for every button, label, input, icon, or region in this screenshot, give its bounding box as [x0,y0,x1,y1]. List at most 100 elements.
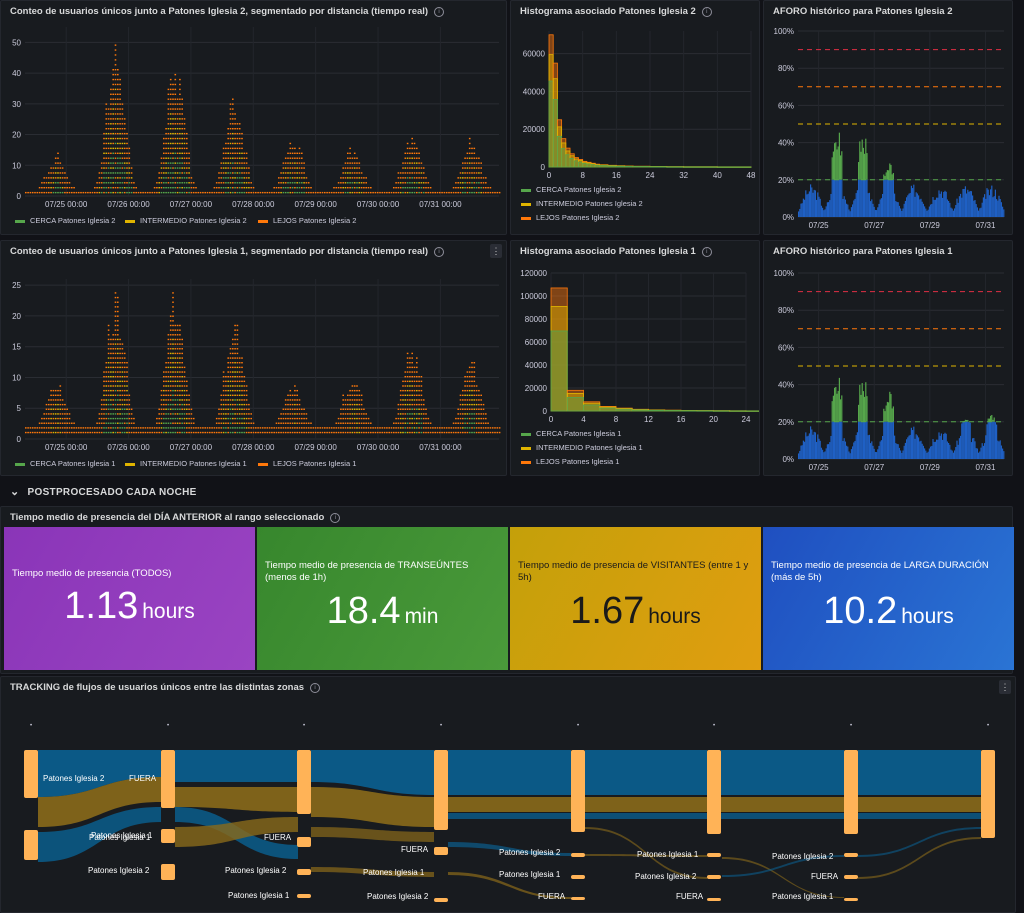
data-point [333,431,335,434]
data-point [434,431,436,434]
sankey-node-label: Patones Iglesia 1 [228,891,290,900]
data-point [232,422,234,424]
data-point [457,422,459,424]
data-point [186,157,188,159]
data-point [370,422,372,424]
chevron-down-icon[interactable]: ⌄ [10,486,20,498]
data-point [347,167,349,169]
panel-menu-icon[interactable]: ⋮ [490,244,502,258]
data-point [328,427,331,429]
data-point [422,417,425,420]
data-point [236,329,239,331]
data-point [119,431,121,434]
data-point [411,431,413,434]
data-point [172,394,174,397]
data-point [420,399,423,401]
data-point [418,413,420,415]
data-point [190,427,193,429]
data-point [183,366,186,369]
data-point [105,417,108,420]
area-segment [966,193,968,217]
data-point [232,357,234,359]
data-point [114,93,117,95]
data-point [179,187,181,189]
data-point [163,167,165,169]
data-point [351,172,354,174]
data-point [128,152,131,154]
data-point [130,417,133,420]
data-point [489,191,492,194]
data-point [402,427,404,429]
data-point [404,172,407,174]
info-icon[interactable]: i [330,513,341,523]
data-point [167,137,170,140]
tick-label: 07/27 00:00 [170,200,213,209]
data-point [163,137,165,140]
data-point [64,191,66,194]
legend-swatch [521,203,531,206]
area-segment [838,132,840,180]
data-point [126,431,128,434]
data-point [121,182,124,184]
data-point [393,427,395,429]
data-point [183,389,186,392]
data-point [411,352,413,355]
info-icon[interactable]: i [701,247,712,257]
data-point [333,187,335,189]
data-point [192,187,195,189]
info-icon[interactable]: i [701,7,712,17]
data-point [356,182,358,184]
data-point [225,413,227,415]
data-point [172,113,174,115]
data-point [158,177,160,179]
data-point [402,187,404,189]
area-segment [835,179,837,217]
info-icon[interactable]: i [434,7,445,17]
data-point [64,431,66,434]
area-segment [972,438,974,459]
data-point [117,142,119,145]
data-point [123,417,126,420]
data-point [112,157,114,159]
data-point [54,422,57,424]
data-point [123,362,126,364]
data-point [52,403,55,406]
sankey-node-label: Patones Iglesia 2 [367,892,429,901]
data-point [172,142,174,145]
area-segment [844,441,846,459]
panel-menu-icon[interactable]: ⋮ [999,680,1011,694]
info-icon[interactable]: i [434,247,445,257]
data-point [478,162,480,164]
data-point [107,177,110,179]
info-icon[interactable]: i [310,683,321,693]
data-point [107,167,110,169]
data-point [464,403,466,406]
data-point [248,427,250,429]
data-point [468,191,471,194]
data-point [411,375,413,378]
data-point [232,352,234,355]
data-point [287,182,289,184]
area-segment [835,142,837,180]
data-point [478,172,480,174]
data-point [422,408,425,410]
data-point [57,389,59,392]
data-point [130,182,133,184]
data-point [100,187,103,189]
data-point [241,413,243,415]
area-segment [968,191,970,217]
data-point [172,162,174,164]
data-point [59,413,62,415]
data-point [169,352,172,355]
data-point [395,427,397,429]
area-segment [823,210,825,217]
row-header-postprocesado[interactable]: ⌄ POSTPROCESADO CADA NOCHE [10,485,197,498]
data-point [367,187,370,189]
data-point [257,191,259,194]
data-point [351,389,354,392]
data-point [117,334,119,336]
data-point [172,399,174,401]
data-point [112,362,114,364]
data-point [165,147,167,150]
